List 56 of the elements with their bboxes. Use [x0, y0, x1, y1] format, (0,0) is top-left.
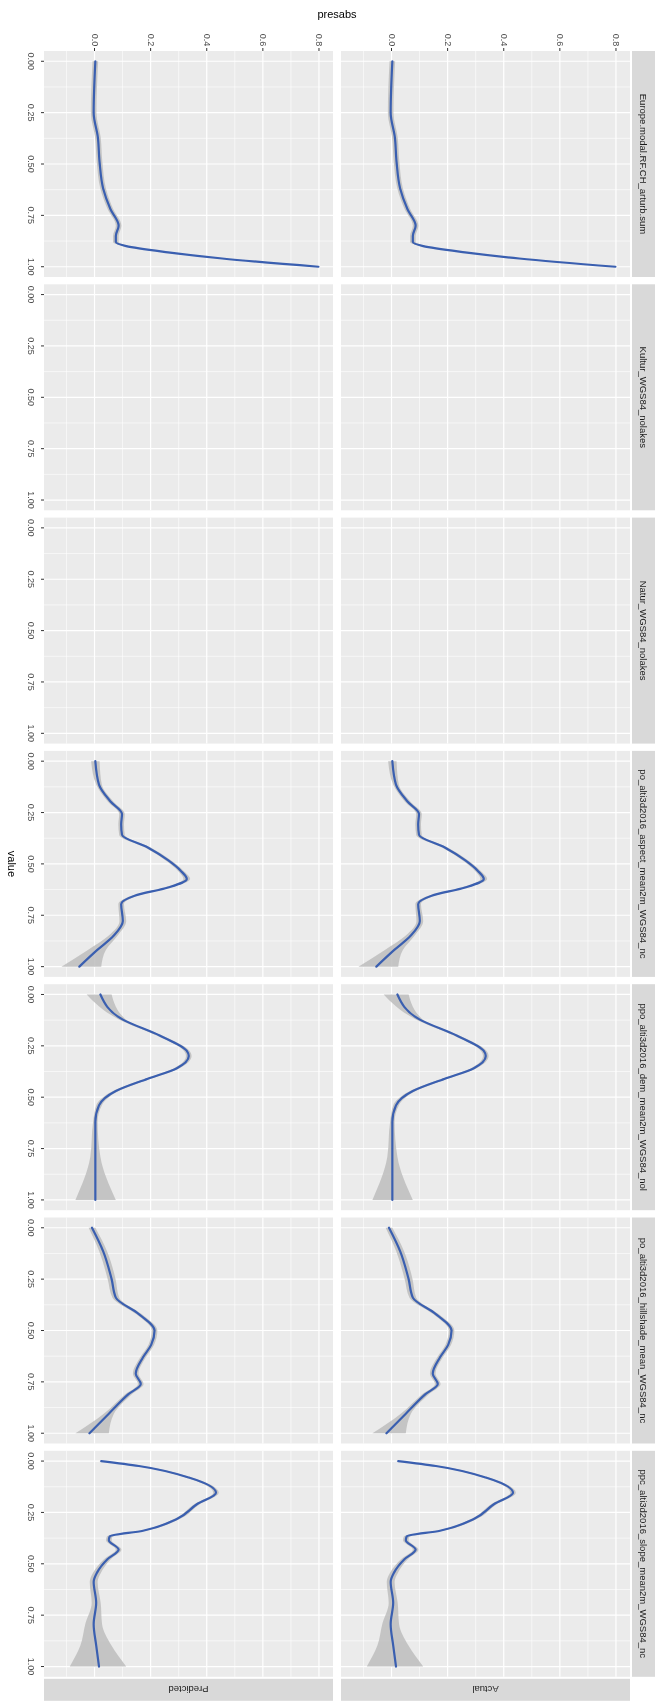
y-tick-label: 0.25: [26, 1037, 36, 1055]
text: Actual: [472, 1684, 499, 1696]
y-tick-label: 0.50: [26, 621, 36, 640]
y-tick-label: 0.50: [26, 155, 36, 173]
y-axis-title: value: [6, 850, 18, 878]
y2-axis-title: po_alti3d2016_hillshade_mean_WGS84_nc: [638, 1237, 649, 1424]
y-tick-label: 0.25: [26, 803, 36, 822]
y-tick-label: 0.50: [26, 855, 36, 873]
y-tick-label: 0.00: [26, 752, 36, 770]
x-tick-label: 0.8: [610, 33, 621, 47]
y-tick-label: 0.25: [26, 337, 36, 355]
y-tick-label: 0.00: [26, 52, 36, 71]
x-tick-label: 0.8: [313, 33, 324, 47]
x-tick-label: 0.0: [89, 33, 100, 47]
x-tick-label: 0.4: [201, 33, 212, 47]
y-tick-label: 0.75: [26, 439, 36, 458]
text: Natur_WGS84_nolakes: [638, 580, 649, 681]
y-tick-label: 1.00: [26, 1657, 36, 1676]
y-tick-label: 0.75: [26, 206, 36, 225]
y-tick-label: 0.00: [26, 1452, 36, 1470]
text: Predicted: [168, 1684, 209, 1696]
x-axis-title: presabs: [317, 8, 358, 20]
text: Kultur_WGS84_nolakes: [638, 346, 649, 449]
y-tick-label: 0.50: [26, 388, 36, 407]
y-tick-label: 0.00: [26, 519, 36, 537]
y-tick-label: 1.00: [26, 257, 36, 276]
x-tick-label: 0.6: [554, 33, 565, 47]
x-tick-label: 0.6: [257, 33, 268, 47]
y-tick-label: 0.25: [26, 570, 36, 588]
y-tick-label: 1.00: [26, 724, 36, 743]
y-tick-label: 0.50: [26, 1321, 36, 1340]
y-tick-label: 0.00: [26, 1219, 36, 1237]
y-tick-label: 1.00: [26, 491, 36, 509]
y-tick-label: 0.75: [26, 1606, 36, 1624]
y-tick-label: 1.00: [26, 957, 36, 976]
y-tick-label: 0.75: [26, 673, 36, 691]
y2-axis-title: ppc_alti3d2016_slope_mean2m_WGS84_nc: [638, 1469, 649, 1659]
y-tick-label: 0.75: [26, 1373, 36, 1391]
y-tick-label: 0.25: [26, 103, 36, 122]
y-tick-label: 1.00: [26, 1191, 36, 1209]
y-tick-label: 0.50: [26, 1088, 36, 1106]
y-tick-label: 0.00: [26, 285, 36, 304]
y-tick-label: 0.25: [26, 1270, 36, 1288]
y-tick-label: 0.25: [26, 1503, 36, 1522]
x-tick-label: 0.4: [498, 33, 509, 47]
y2-axis-title: Europe.modal.RF.CH_arturb.sum: [638, 93, 649, 235]
x-tick-label: 0.0: [386, 33, 397, 47]
y-tick-label: 0.75: [26, 1139, 36, 1158]
y2-axis-title: ppo_alti3d2016_dem_mean2m_WGS84_nol: [638, 1003, 649, 1191]
y-tick-label: 0.00: [26, 985, 36, 1004]
x-tick-label: 0.2: [442, 33, 453, 47]
y2-axis-title: po_alti3d2016_aspect_mean2m_WGS84_nc: [638, 769, 649, 959]
y-tick-label: 0.50: [26, 1555, 36, 1573]
y-tick-label: 1.00: [26, 1424, 36, 1442]
y-tick-label: 0.75: [26, 906, 36, 925]
x-tick-label: 0.2: [145, 33, 156, 47]
